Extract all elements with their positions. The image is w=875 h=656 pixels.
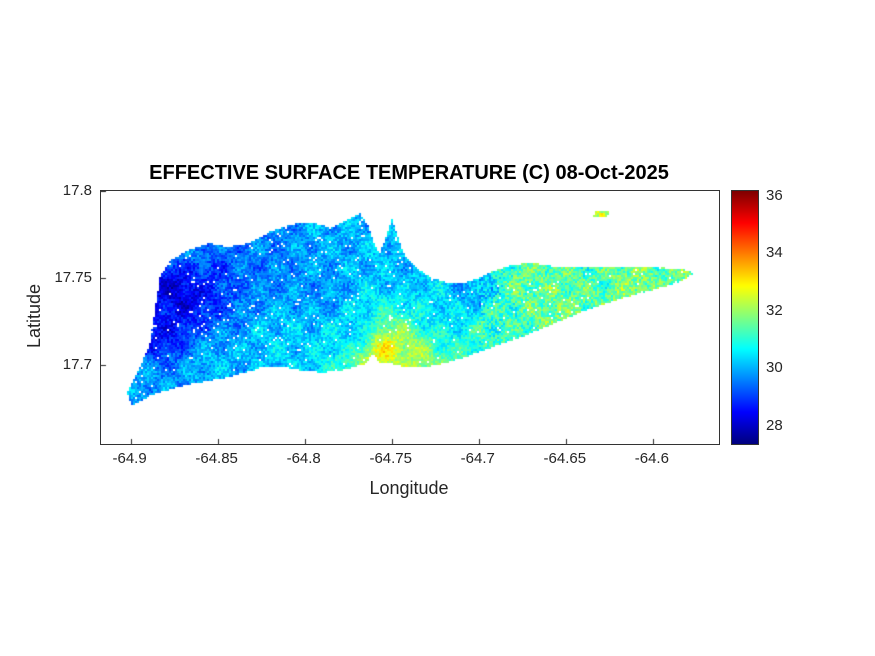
colorbar-tick-label: 36 (766, 186, 783, 204)
x-tick-label: -64.6 (634, 450, 669, 467)
x-tick-label: -64.85 (195, 450, 238, 467)
y-tick-label: 17.8 (62, 182, 92, 199)
colorbar-tick-label: 34 (766, 244, 783, 262)
chart-title: EFFECTIVE SURFACE TEMPERATURE (C) 08-Oct… (149, 162, 669, 184)
x-tick-label: -64.65 (543, 450, 587, 467)
x-tick-label: -64.8 (286, 450, 321, 467)
colorbar-tick-label: 30 (766, 359, 783, 377)
y-tick-label: 17.75 (54, 269, 92, 287)
colorbar-gradient-canvas (732, 191, 758, 444)
heatmap-canvas (101, 191, 719, 444)
x-tick-label: -64.9 (112, 450, 147, 467)
colorbar-tick-label: 32 (766, 301, 783, 319)
y-tick-label: 17.7 (62, 356, 92, 374)
x-tick-label: -64.75 (369, 450, 412, 467)
x-tick-label: -64.7 (460, 450, 495, 467)
colorbar (731, 190, 759, 445)
x-axis-label: Longitude (369, 478, 449, 498)
plot-area (100, 190, 720, 445)
colorbar-tick-label: 28 (766, 416, 783, 434)
